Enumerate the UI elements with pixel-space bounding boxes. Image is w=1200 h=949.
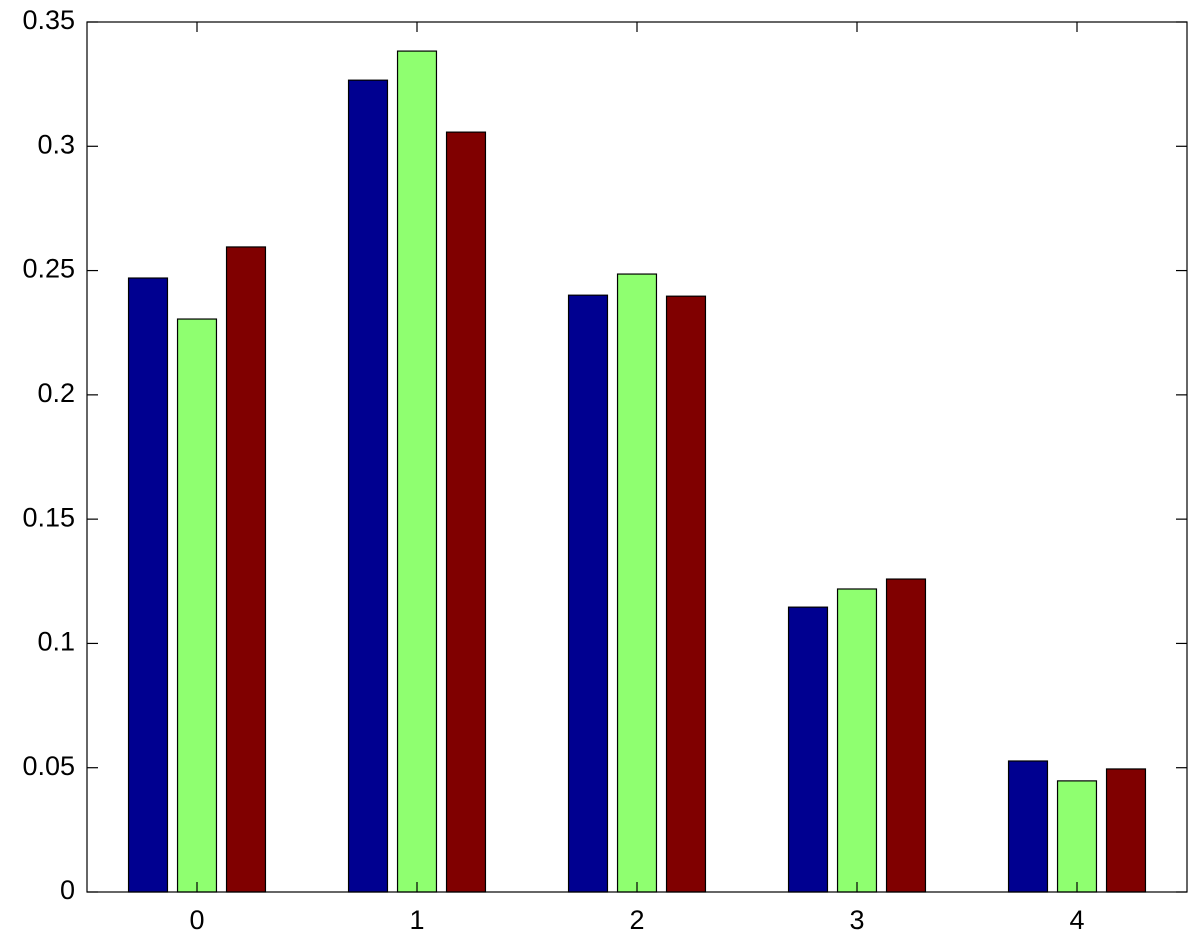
- bar: [665, 295, 707, 893]
- y-tick-label: 0.15: [22, 502, 75, 532]
- bar: [787, 606, 829, 893]
- bar: [836, 588, 878, 893]
- y-tick-label: 0.05: [22, 751, 75, 781]
- bar: [396, 50, 438, 893]
- bar: [567, 294, 609, 893]
- bar: [1056, 780, 1098, 893]
- y-tick-label: 0.1: [37, 627, 75, 657]
- bar: [176, 318, 218, 893]
- bar: [445, 131, 487, 893]
- y-tick-label: 0.2: [37, 378, 75, 408]
- x-tick-label: 0: [189, 905, 204, 935]
- x-tick-label: 1: [409, 905, 424, 935]
- y-tick-label: 0.3: [37, 129, 75, 159]
- bar: [127, 277, 169, 893]
- x-tick-label: 3: [849, 905, 864, 935]
- bar: [347, 79, 389, 893]
- x-tick-label: 4: [1069, 905, 1084, 935]
- bar: [885, 578, 927, 893]
- bar: [1105, 768, 1147, 893]
- y-tick-label: 0.35: [22, 5, 75, 35]
- y-tick-label: 0.25: [22, 254, 75, 284]
- x-tick-label: 2: [629, 905, 644, 935]
- bar: [616, 273, 658, 893]
- axes-box: [86, 21, 1188, 893]
- bar: [1007, 760, 1049, 893]
- bar: [225, 246, 267, 893]
- y-tick-label: 0: [60, 875, 75, 905]
